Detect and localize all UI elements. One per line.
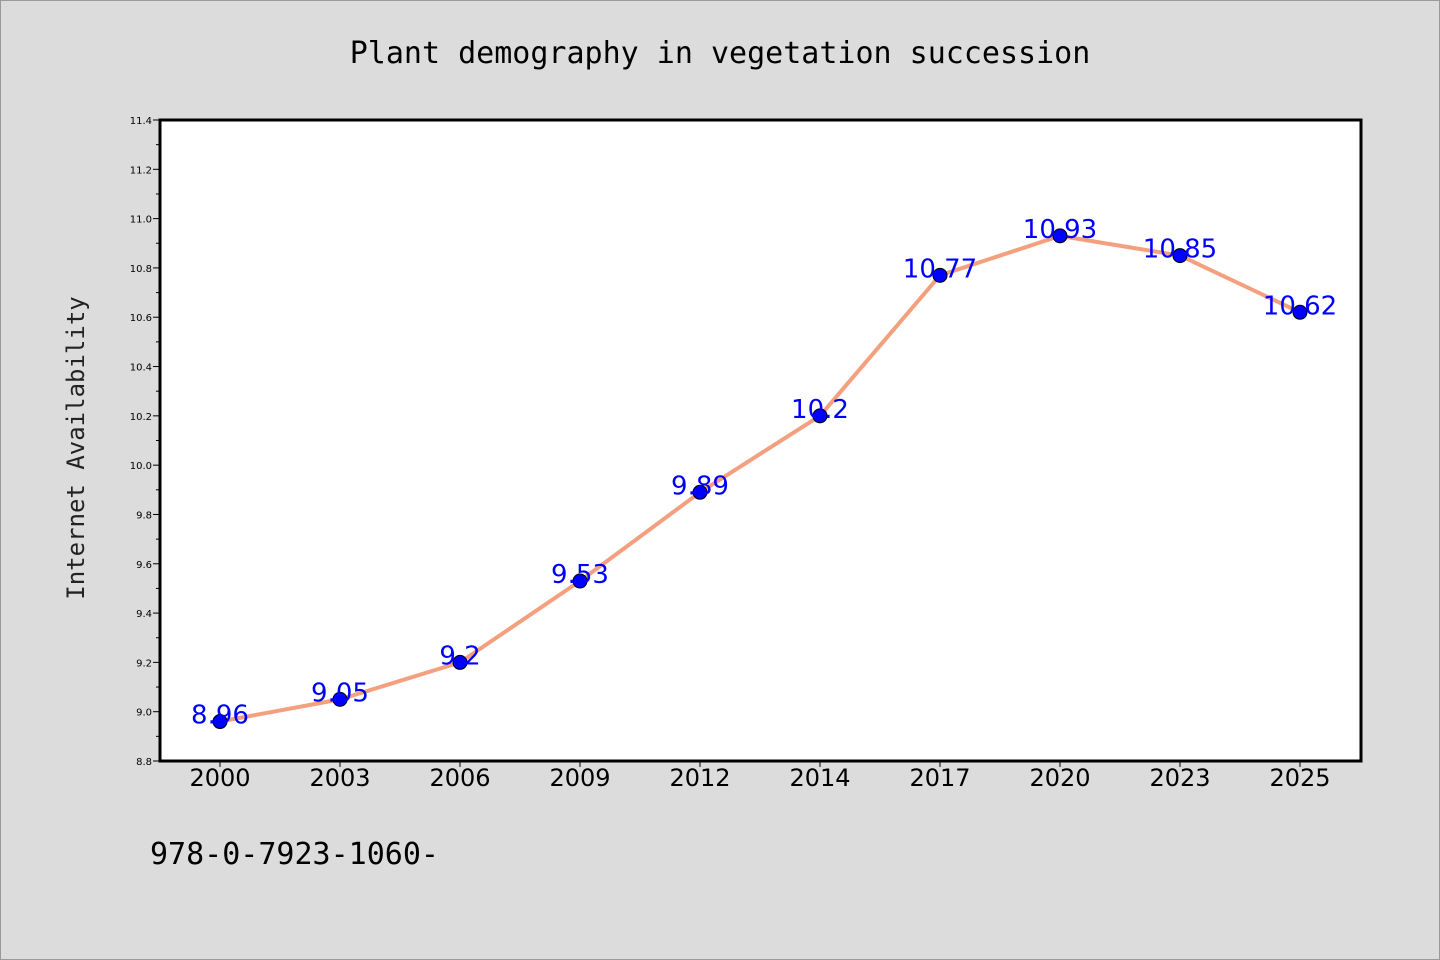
x-tick-label: 2025 [1269, 764, 1330, 792]
y-tick-label: 9.8 [136, 510, 152, 521]
y-tick-label: 10.0 [130, 461, 152, 472]
x-tick-label: 2017 [909, 764, 970, 792]
data-point [932, 267, 948, 283]
plot-area [158, 118, 1363, 763]
data-point [812, 408, 828, 424]
x-axis: 2000 2003 2006 2009 2012 2014 2017 2020 2023 2025 [189, 761, 1331, 792]
y-axis: 8.8 9.0 9.2 9.4 9.6 9.8 10.0 10.2 10.4 10.6 10.8 11… [130, 116, 160, 768]
y-tick-label: 10.8 [130, 264, 152, 275]
data-point [212, 714, 228, 730]
x-tick-label: 2000 [189, 764, 250, 792]
data-point [1292, 304, 1308, 320]
y-tick-label: 10.2 [130, 412, 152, 423]
y-tick-label: 9.2 [136, 658, 152, 669]
y-tick-label: 11.0 [130, 215, 152, 226]
data-point [332, 691, 348, 707]
data-label: 10.85 [1143, 235, 1217, 265]
x-tick-label: 2012 [669, 764, 730, 792]
data-label: 8.96 [191, 701, 249, 731]
x-tick-label: 2023 [1149, 764, 1210, 792]
data-label: 10.77 [903, 254, 977, 284]
footer-text: 978-0-7923-1060- [150, 837, 439, 872]
y-tick-label: 11.2 [130, 165, 152, 176]
data-label: 10.2 [791, 395, 849, 425]
data-point [692, 484, 708, 500]
series-line [219, 233, 1301, 724]
y-tick-label: 9.4 [136, 609, 152, 620]
data-label: 10.62 [1263, 291, 1337, 321]
data-point [1172, 248, 1188, 264]
x-tick-label: 2006 [429, 764, 490, 792]
y-tick-label: 8.8 [136, 757, 152, 768]
y-tick-label: 11.4 [130, 116, 152, 127]
x-tick-label: 2003 [309, 764, 370, 792]
x-tick-label: 2020 [1029, 764, 1090, 792]
y-axis-label: Internet Availability [62, 296, 90, 599]
data-label: 9.05 [311, 678, 369, 708]
data-label: 9.89 [671, 471, 729, 501]
y-tick-label: 10.4 [130, 363, 152, 374]
y-tick-label: 9.0 [136, 708, 152, 719]
data-point [1052, 228, 1068, 244]
y-tick-label: 9.6 [136, 560, 152, 571]
chart-title: Plant demography in vegetation successio… [350, 36, 1091, 71]
x-tick-label: 2009 [549, 764, 610, 792]
data-label: 9.53 [551, 560, 609, 590]
series-group: 8.96 9.05 9.2 9.53 9.89 10.2 10.77 10.93 10.85 10… [191, 215, 1337, 731]
x-tick-label: 2014 [789, 764, 850, 792]
data-point [572, 573, 588, 589]
y-tick-label: 10.6 [130, 313, 152, 324]
data-point [452, 654, 468, 670]
data-label: 10.93 [1023, 215, 1097, 245]
data-label: 9.2 [439, 641, 480, 671]
